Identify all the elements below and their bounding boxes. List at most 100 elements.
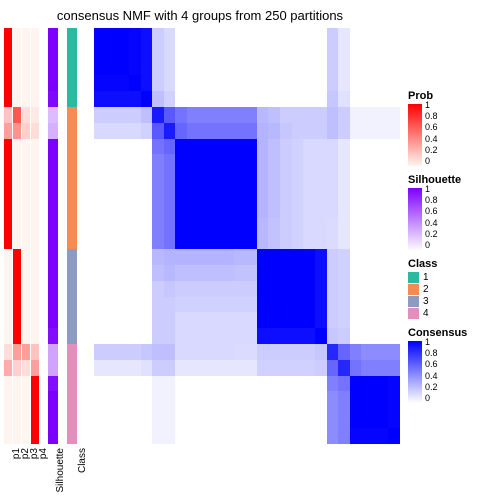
heatmap-cell [199, 265, 211, 281]
heatmap-cell [361, 249, 376, 265]
heatmap-cell [268, 139, 280, 155]
heatmap-cell [106, 107, 118, 123]
heatmap-cell [94, 249, 106, 265]
heatmap-cell [361, 281, 376, 297]
heatmap-cell [175, 91, 187, 107]
anno-cell [13, 391, 21, 412]
heatmap-cell [280, 123, 292, 139]
heatmap-cell [268, 428, 280, 444]
heatmap-cell [377, 312, 389, 328]
heatmap-cell [175, 44, 187, 60]
class-swatch [408, 308, 419, 319]
heatmap-cell [338, 249, 350, 265]
anno-cell [67, 249, 77, 265]
heatmap-cell [141, 60, 153, 76]
heatmap-cell [338, 218, 350, 234]
anno-cell [22, 139, 30, 155]
tick-label: 0.8 [425, 196, 438, 205]
anno-cell [13, 139, 21, 155]
heatmap-cell [106, 186, 118, 202]
heatmap-cell [303, 281, 315, 297]
heatmap-cell [350, 60, 362, 76]
heatmap-cell [350, 154, 362, 170]
heatmap-cell [106, 91, 118, 107]
anno-cell [4, 428, 12, 444]
anno-cell [13, 428, 21, 444]
heatmap-cell [129, 28, 141, 44]
heatmap-cell [152, 28, 164, 44]
anno-cell [48, 107, 58, 123]
heatmap-cell [268, 154, 280, 170]
heatmap-cell [210, 91, 222, 107]
heatmap-cell [175, 428, 187, 444]
heatmap-cell [280, 186, 292, 202]
heatmap-cell [129, 186, 141, 202]
heatmap-cell [106, 391, 118, 412]
heatmap-cell [106, 312, 118, 328]
heatmap-cell [361, 376, 376, 392]
heatmap-cell [257, 202, 269, 218]
anno-cell [4, 75, 12, 91]
anno-cell [31, 28, 39, 44]
heatmap-cell [222, 91, 234, 107]
class-swatch [408, 272, 419, 283]
heatmap-cell [222, 376, 234, 392]
heatmap-cell [388, 107, 400, 123]
heatmap-cell [268, 218, 280, 234]
class-item: 4 [408, 308, 500, 319]
heatmap-cell [199, 28, 211, 44]
heatmap-cell [377, 428, 389, 444]
heatmap-cell [94, 281, 106, 297]
heatmap-cell [280, 249, 292, 265]
heatmap-cell [257, 170, 269, 186]
anno-cell [22, 154, 30, 170]
heatmap-cell [257, 139, 269, 155]
heatmap-cell [292, 412, 304, 428]
heatmap-cell [338, 44, 350, 60]
heatmap-cell [268, 44, 280, 60]
anno-cell [22, 391, 30, 412]
heatmap-cell [175, 360, 187, 376]
anno-cell [4, 60, 12, 76]
anno-cell [22, 218, 30, 234]
heatmap-cell [152, 412, 164, 428]
heatmap-cell [303, 60, 315, 76]
heatmap-cell [94, 376, 106, 392]
heatmap-cell [187, 60, 199, 76]
heatmap-cell [303, 139, 315, 155]
heatmap-cell [117, 60, 129, 76]
anno-cell [4, 170, 12, 186]
class-swatch [408, 284, 419, 295]
heatmap-cell [94, 428, 106, 444]
heatmap-cell [388, 344, 400, 360]
heatmap-cell [338, 28, 350, 44]
heatmap-cell [388, 28, 400, 44]
heatmap-cell [222, 139, 234, 155]
heatmap-cell [222, 297, 234, 313]
heatmap-cell [245, 60, 257, 76]
heatmap-cell [175, 265, 187, 281]
tick-label: 0.4 [425, 135, 438, 144]
heatmap-cell [210, 218, 222, 234]
heatmap-cell [268, 281, 280, 297]
heatmap-cell [292, 376, 304, 392]
heatmap-cell [117, 170, 129, 186]
heatmap-cell [268, 186, 280, 202]
anno-cell [13, 344, 21, 360]
heatmap-cell [106, 428, 118, 444]
heatmap-cell [106, 412, 118, 428]
tick-label: 1 [425, 101, 430, 110]
heatmap-cell [141, 170, 153, 186]
heatmap-cell [141, 218, 153, 234]
heatmap-cell [303, 75, 315, 91]
heatmap-cell [210, 428, 222, 444]
heatmap-cell [210, 344, 222, 360]
anno-cell [13, 218, 21, 234]
anno-cell [13, 28, 21, 44]
heatmap-cell [315, 75, 327, 91]
heatmap-cell [268, 265, 280, 281]
heatmap-cell [350, 428, 362, 444]
anno-cell [67, 91, 77, 107]
heatmap-cell [361, 60, 376, 76]
heatmap-cell [129, 428, 141, 444]
